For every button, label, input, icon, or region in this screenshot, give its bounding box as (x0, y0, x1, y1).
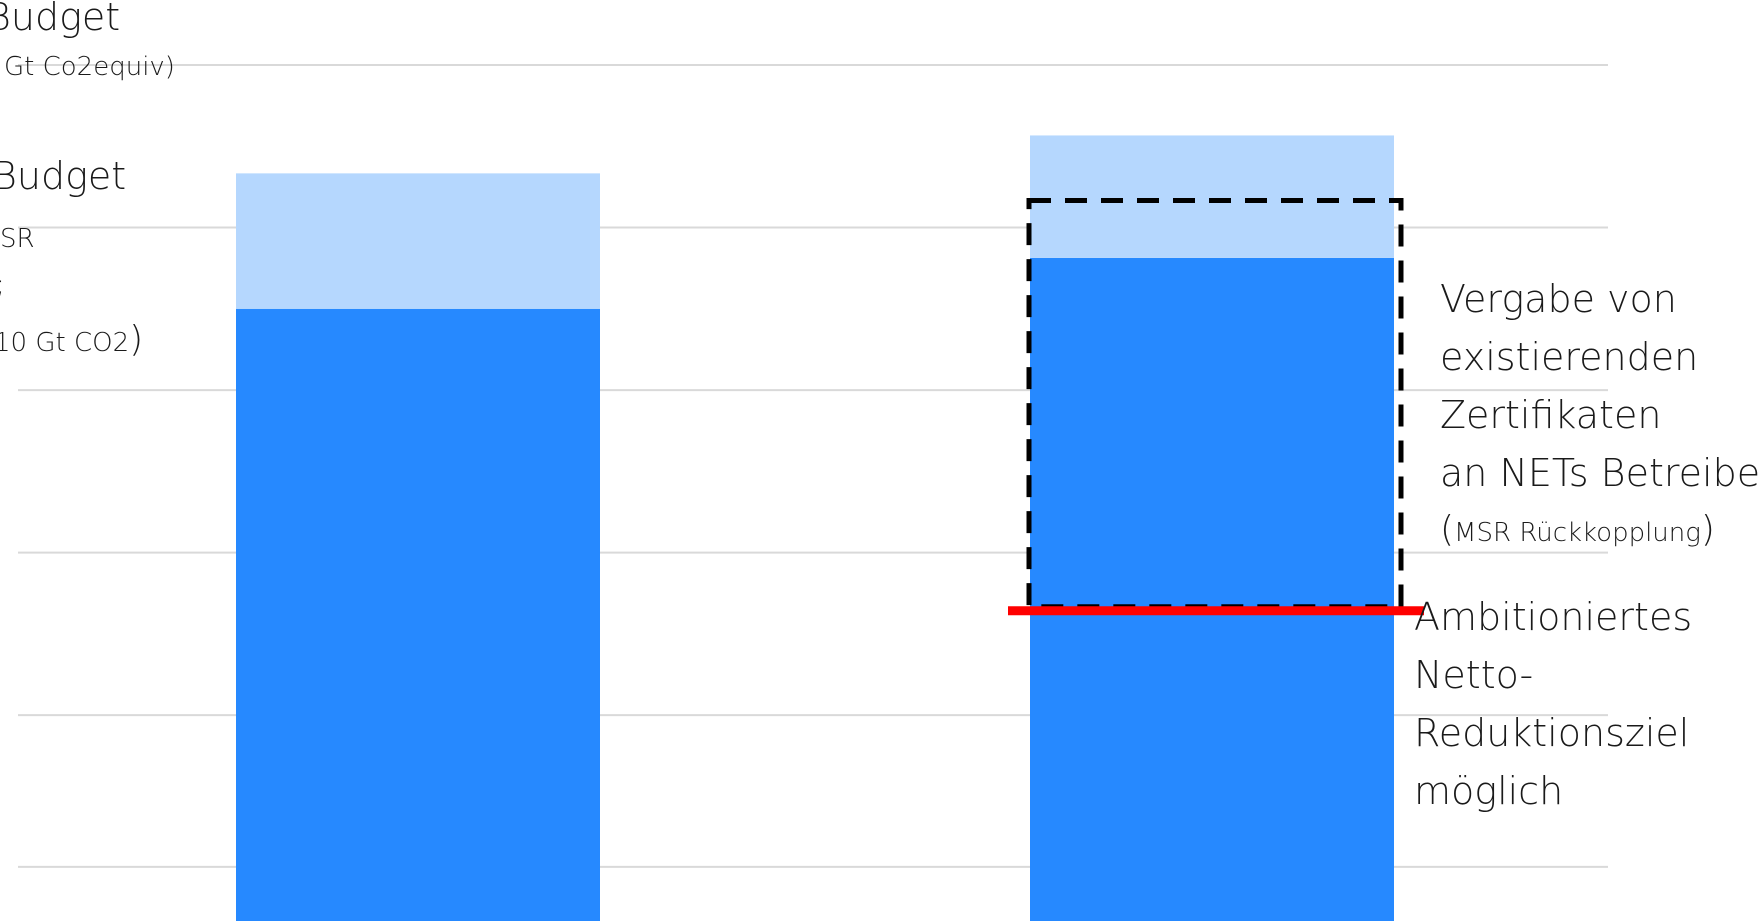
bar-0-segment-0 (236, 308, 600, 921)
ambition-line-4: möglich (1414, 769, 1564, 813)
left-budget-mid-label: Budget (0, 154, 127, 198)
vergabe-line-3: Zertifikaten (1440, 393, 1662, 437)
vergabe-line-5: (MSR Rückkopplung) (1440, 512, 1715, 548)
vergabe-line-2: existierenden (1440, 335, 1699, 379)
overlays (1008, 197, 1424, 616)
vergabe-line-4: an NETs Betreibe (1440, 451, 1761, 495)
ambition-line-1: Ambitioniertes (1414, 595, 1693, 639)
bar-1-segment-0 (1030, 257, 1394, 921)
left-budget-mid-semicolon: ; (0, 272, 5, 298)
bar-1-segment-1 (1030, 135, 1394, 258)
left-budget-top-label: Budget (0, 0, 121, 39)
left-budget-mid-amount: 10 Gt CO2) (0, 322, 143, 358)
left-budget-mid-paren: ) (129, 319, 144, 360)
vergabe-msr-label: MSR Rückkopplung (1454, 518, 1701, 548)
left-budget-mid-msr: SR (0, 224, 35, 254)
ambition-line-2: Netto- (1414, 653, 1534, 697)
ambition-line-3: Reduktionsziel (1414, 711, 1690, 755)
dashed-box (1026, 197, 1404, 610)
bars (236, 135, 1394, 921)
vergabe-line-1: Vergabe von (1440, 277, 1677, 321)
vergabe-paren-open: ( (1440, 509, 1455, 550)
left-budget-top-unit: Gt Co2equiv) (4, 52, 175, 82)
vergabe-paren-close: ) (1700, 509, 1715, 550)
left-budget-mid-amount-text: 10 Gt CO2 (0, 328, 130, 358)
bar-0-segment-1 (236, 173, 600, 309)
